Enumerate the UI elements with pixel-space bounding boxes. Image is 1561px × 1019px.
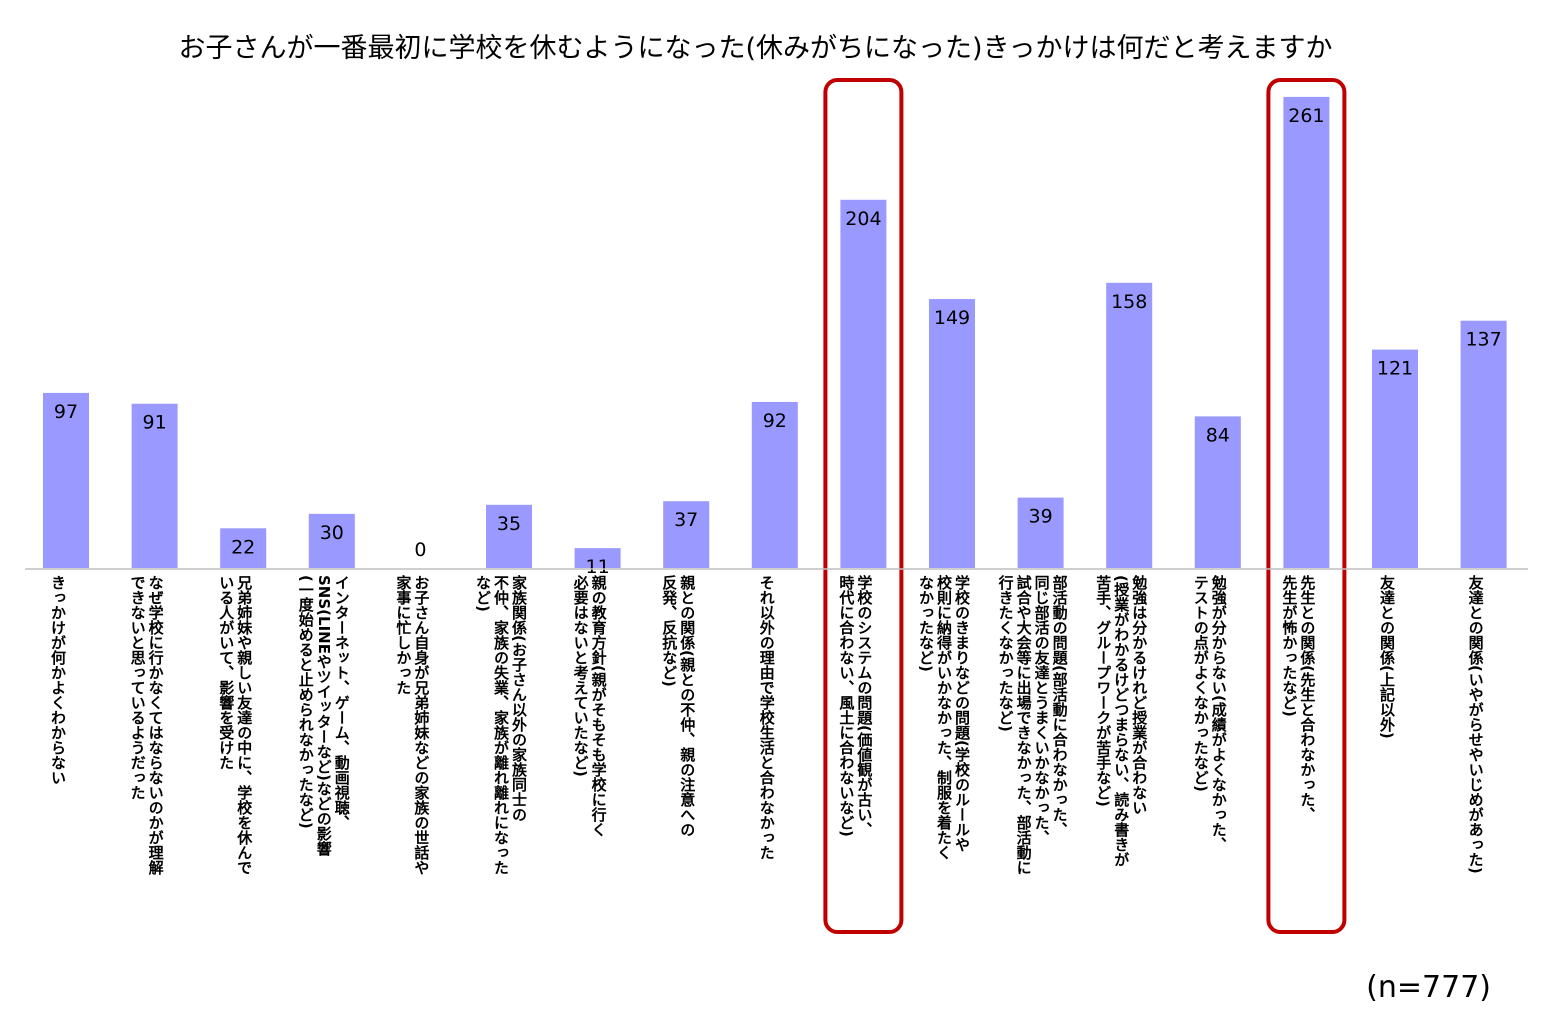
bar-12 [1106, 282, 1153, 568]
bar-11 [1017, 497, 1064, 568]
bar-16 [1460, 320, 1507, 568]
value-label-10: 149 [934, 307, 970, 329]
value-label-15: 121 [1377, 358, 1413, 380]
value-label-5: 35 [497, 513, 521, 535]
value-label-1: 91 [143, 412, 167, 434]
value-label-7: 37 [674, 509, 698, 531]
bar-10 [929, 299, 975, 568]
bar-13 [1194, 416, 1241, 568]
highlight-frame-0 [823, 78, 904, 934]
value-label-14: 261 [1288, 105, 1324, 127]
bar-1 [131, 403, 178, 568]
category-label-7: 親との関係(親との不仲、親の注意への 反発、反抗など) [660, 575, 697, 837]
category-label-2: 兄弟姉妹や親しい友達の中に、学校を休んで いる人がいて、影響を受けた [217, 575, 254, 875]
value-label-8: 92 [763, 410, 787, 432]
category-label-16: 友達との関係(いやがらせやいじめがあった) [1466, 575, 1485, 874]
category-label-11: 部活動の問題(部活動に合わなかった、 同じ部活の友達とうまくいかなかった、 試合… [996, 575, 1069, 875]
value-label-6: 11 [586, 556, 610, 578]
category-label-14: 先生との関係(先生と合わなかった、 先生が怖かったなど) [1280, 575, 1317, 822]
category-label-4: お子さん自身が兄弟姉妹などの家族の世話や 家事に忙しかった [394, 575, 431, 875]
bar-14 [1283, 96, 1330, 569]
category-label-1: なぜ学校に行かなくてはならないのかが理解 できないと思っているようだった [128, 575, 165, 875]
category-label-10: 学校のきまりなどの問題(学校のルールや 校則に納得がいかなかった、制服を着たく … [917, 575, 971, 860]
value-label-3: 30 [320, 522, 344, 544]
bar-15 [1372, 349, 1418, 568]
category-label-8: それ以外の理由で学校生活と合わなかった [757, 575, 776, 860]
bar-6 [574, 548, 621, 568]
sample-size-note: (n=777) [1366, 970, 1491, 1005]
value-label-13: 84 [1206, 424, 1230, 446]
bar-5 [486, 504, 532, 568]
category-label-13: 勉強が分からない(成績がよくなかった、 テストの点がよくなかったなど) [1191, 575, 1228, 852]
category-label-15: 友達との関係(上記以外) [1378, 575, 1396, 739]
bar-0 [43, 392, 89, 568]
bar-2 [220, 528, 267, 568]
value-label-12: 158 [1111, 291, 1147, 313]
bar-9 [840, 199, 887, 568]
bar-7 [663, 501, 710, 568]
value-label-2: 22 [231, 536, 255, 558]
value-label-11: 39 [1029, 506, 1053, 528]
value-label-4: 0 [414, 539, 426, 561]
chart-title: お子さんが一番最初に学校を休むようになった(休みがちになった)きっかけは何だと考… [178, 33, 1333, 64]
value-label-16: 137 [1465, 329, 1501, 351]
category-label-3: インターネット、ゲーム、動画視聴、 SNS(LINEやツイッターなど)などの影響… [296, 575, 351, 856]
value-label-0: 97 [54, 401, 78, 423]
category-label-9: 学校のシステムの問題(価値観が古い、 時代に合わない、風土に合わないなど) [837, 575, 874, 837]
category-label-5: 家族関係(お子さん以外の家族同士の 不仲、家族の失業、家族が離れ離れになった な… [474, 575, 528, 875]
highlight-frame-1 [1266, 78, 1347, 934]
bar-8 [751, 401, 798, 568]
category-label-0: きっかけが何かよくわからない [49, 575, 67, 785]
bar-3 [308, 513, 355, 568]
value-label-9: 204 [845, 208, 881, 230]
category-label-12: 勉強は分かるけれど授業が合わない (授業がわかるけどつまらない、読み書きが 苦手… [1094, 575, 1149, 867]
category-label-6: 親の教育方針(親がそもそも学校に行く 必要はないと考えていたなど) [571, 575, 608, 837]
